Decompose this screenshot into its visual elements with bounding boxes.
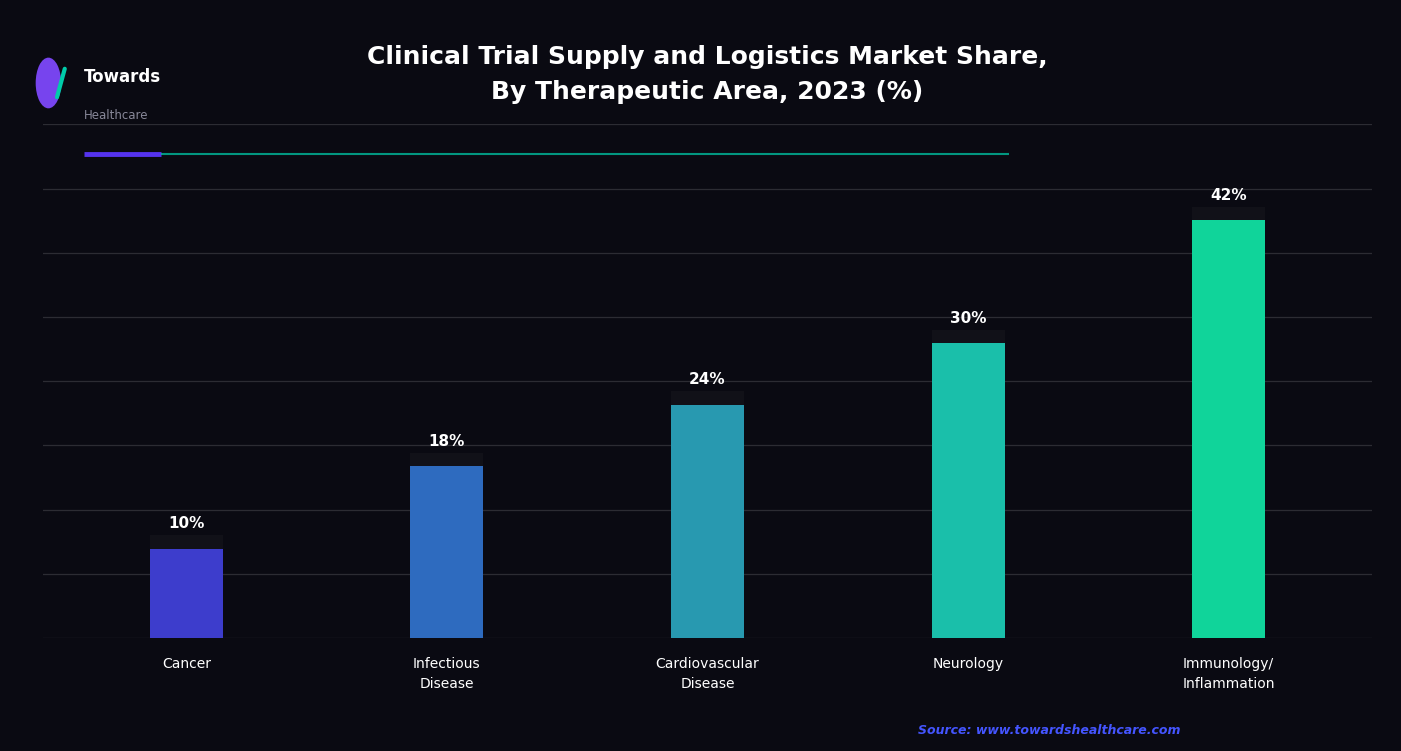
Bar [932, 330, 1005, 638]
Title: Clinical Trial Supply and Logistics Market Share,
By Therapeutic Area, 2023 (%): Clinical Trial Supply and Logistics Mark… [367, 45, 1048, 104]
Text: 24%: 24% [689, 372, 726, 388]
Bar [1192, 207, 1265, 638]
Bar [150, 535, 223, 549]
Text: 18%: 18% [429, 434, 465, 449]
Text: Source: www.towardshealthcare.com: Source: www.towardshealthcare.com [918, 725, 1180, 737]
Bar [410, 453, 483, 466]
Bar [932, 330, 1005, 343]
FancyArrowPatch shape [57, 69, 64, 97]
Bar [150, 535, 223, 638]
Ellipse shape [35, 58, 62, 108]
Bar [410, 453, 483, 638]
Text: 30%: 30% [950, 311, 986, 326]
Bar [671, 391, 744, 405]
Text: Towards: Towards [84, 68, 161, 86]
Bar [1192, 207, 1265, 220]
Text: 42%: 42% [1210, 188, 1247, 203]
Bar [671, 391, 744, 638]
Text: 10%: 10% [168, 516, 205, 531]
Text: Healthcare: Healthcare [84, 109, 149, 122]
